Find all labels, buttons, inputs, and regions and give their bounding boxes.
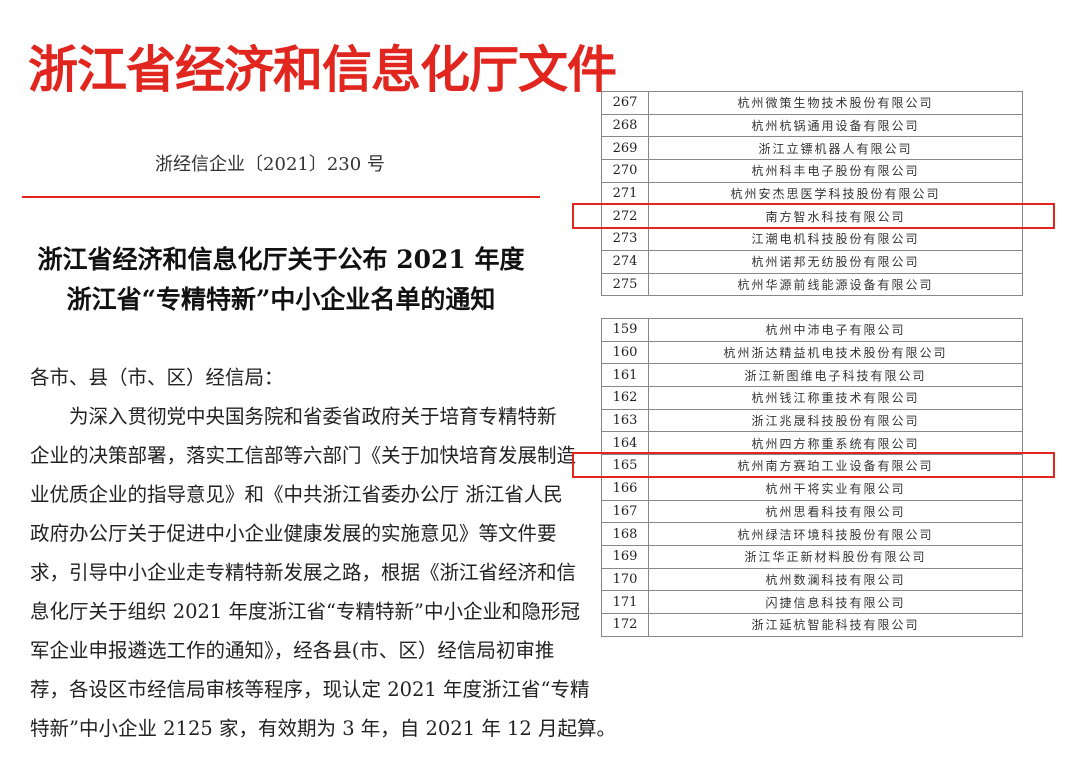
row-number: 170 [601, 567, 649, 592]
table-row: 164 杭州四方称重系统有限公司 [601, 431, 1023, 456]
notice-body: 各市、县（市、区）经信局： 为深入贯彻党中央国务院和省委省政府关于培育专精特新企… [30, 358, 617, 748]
company-table-1: 267 杭州微策生物技术股份有限公司 268 杭州杭锅通用设备有限公司 269 浙江立镖机… [601, 91, 1023, 297]
company-name: 杭州干将实业有限公司 [648, 476, 1023, 501]
notice-heading-line-2: 浙江省“专精特新”中小企业名单的通知 [66, 285, 496, 314]
table-row: 171 闪捷信息科技有限公司 [601, 590, 1023, 614]
company-name: 杭州四方称重系统有限公司 [648, 431, 1023, 456]
row-number: 162 [601, 386, 649, 410]
company-table-2: 159 杭州中沛电子有限公司 160 杭州浙达精益机电技术股份有限公司 161 浙江新图维… [601, 318, 1023, 637]
body-line: 业优质企业的指导意见》和《中共浙江省委办公厅 浙江省人民 [30, 483, 563, 506]
company-name: 江潮电机科技股份有限公司 [648, 227, 1023, 251]
company-name: 杭州南方赛珀工业设备有限公司 [648, 454, 1023, 478]
notice-heading-line-1: 浙江省经济和信息化厅关于公布 2021 年度 [37, 245, 525, 274]
company-name: 杭州浙达精益机电技术股份有限公司 [648, 340, 1023, 365]
company-name: 杭州中沛电子有限公司 [648, 318, 1023, 342]
red-divider [22, 196, 540, 198]
table-row: 275 杭州华源前线能源设备有限公司 [601, 272, 1023, 297]
table-row: 166 杭州干将实业有限公司 [601, 476, 1023, 501]
table-row: 170 杭州数澜科技有限公司 [601, 567, 1023, 592]
row-number: 159 [601, 318, 649, 342]
row-number: 168 [601, 522, 649, 546]
company-name: 杭州诺邦无纺股份有限公司 [648, 249, 1023, 274]
row-number: 171 [601, 590, 649, 614]
body-line: 特新”中小企业 2125 家，有效期为 3 年，自 2021 年 12 月起算。 [30, 717, 617, 740]
body-line: 企业的决策部署，落实工信部等六部门《关于加快培育发展制造 [30, 444, 577, 467]
body-line: 为深入贯彻党中央国务院和省委省政府关于培育专精特新 [30, 405, 557, 428]
company-name: 浙江华正新材料股份有限公司 [648, 544, 1023, 569]
body-line: 各市、县（市、区）经信局： [30, 366, 284, 389]
body-line: 荐，各设区市经信局审核等程序，现认定 2021 年度浙江省“专精 [30, 678, 590, 701]
row-number: 169 [601, 544, 649, 569]
row-number: 166 [601, 476, 649, 501]
table-row: 169 浙江华正新材料股份有限公司 [601, 544, 1023, 569]
body-line: 求，引导中小企业走专精特新发展之路，根据《浙江省经济和信 [30, 561, 577, 584]
table-row: 161 浙江新图维电子科技有限公司 [601, 363, 1023, 388]
company-name: 杭州钱江称重技术有限公司 [648, 386, 1023, 410]
company-name: 杭州数澜科技有限公司 [648, 567, 1023, 592]
table-row: 273 江潮电机科技股份有限公司 [601, 227, 1023, 251]
row-number: 164 [601, 431, 649, 456]
table-row: 268 杭州杭锅通用设备有限公司 [601, 113, 1023, 138]
table-row: 267 杭州微策生物技术股份有限公司 [601, 91, 1023, 115]
table-row: 274 杭州诺邦无纺股份有限公司 [601, 249, 1023, 274]
document-title: 浙江省经济和信息化厅文件 [28, 41, 617, 99]
row-number: 271 [601, 181, 649, 206]
company-name: 闪捷信息科技有限公司 [648, 590, 1023, 614]
table-row: 162 杭州钱江称重技术有限公司 [601, 386, 1023, 410]
table-row: 269 浙江立镖机器人有限公司 [601, 136, 1023, 161]
body-line: 息化厅关于组织 2021 年度浙江省“专精特新”中小企业和隐形冠 [30, 600, 580, 623]
company-name: 浙江延杭智能科技有限公司 [648, 612, 1023, 637]
row-number: 267 [601, 91, 649, 115]
company-name: 杭州思看科技有限公司 [648, 499, 1023, 524]
table-row: 159 杭州中沛电子有限公司 [601, 318, 1023, 342]
table-row: 167 杭州思看科技有限公司 [601, 499, 1023, 524]
row-number: 268 [601, 113, 649, 138]
row-number: 163 [601, 408, 649, 433]
row-number: 273 [601, 227, 649, 251]
table-row: 163 浙江兆晟科技股份有限公司 [601, 408, 1023, 433]
row-number: 161 [601, 363, 649, 388]
company-name: 浙江新图维电子科技有限公司 [648, 363, 1023, 388]
row-number: 274 [601, 249, 649, 274]
table-row: 160 杭州浙达精益机电技术股份有限公司 [601, 340, 1023, 365]
row-number: 270 [601, 159, 649, 183]
row-number: 172 [601, 612, 649, 637]
row-number: 275 [601, 272, 649, 297]
table-row: 271 杭州安杰思医学科技股份有限公司 [601, 181, 1023, 206]
row-number: 269 [601, 136, 649, 161]
highlight-box-165 [572, 452, 1055, 478]
row-number: 160 [601, 340, 649, 365]
table-row: 168 杭州绿洁环境科技股份有限公司 [601, 522, 1023, 546]
table-row: 270 杭州科丰电子股份有限公司 [601, 159, 1023, 183]
company-name: 杭州微策生物技术股份有限公司 [648, 91, 1023, 115]
body-line: 军企业申报遴选工作的通知》，经各县(市、区）经信局初审推 [30, 639, 555, 662]
company-name: 杭州华源前线能源设备有限公司 [648, 272, 1023, 297]
table-row: 165 杭州南方赛珀工业设备有限公司 [601, 454, 1023, 478]
highlight-box-272 [572, 203, 1055, 229]
company-name: 杭州绿洁环境科技股份有限公司 [648, 522, 1023, 546]
company-name: 杭州科丰电子股份有限公司 [648, 159, 1023, 183]
row-number: 167 [601, 499, 649, 524]
document-number: 浙经信企业〔2021〕230 号 [155, 154, 385, 175]
body-line: 政府办公厅关于促进中小企业健康发展的实施意见》等文件要 [30, 522, 557, 545]
company-name: 杭州安杰思医学科技股份有限公司 [648, 181, 1023, 206]
company-name: 杭州杭锅通用设备有限公司 [648, 113, 1023, 138]
company-name: 浙江兆晟科技股份有限公司 [648, 408, 1023, 433]
table-row: 172 浙江延杭智能科技有限公司 [601, 612, 1023, 637]
company-name: 浙江立镖机器人有限公司 [648, 136, 1023, 161]
